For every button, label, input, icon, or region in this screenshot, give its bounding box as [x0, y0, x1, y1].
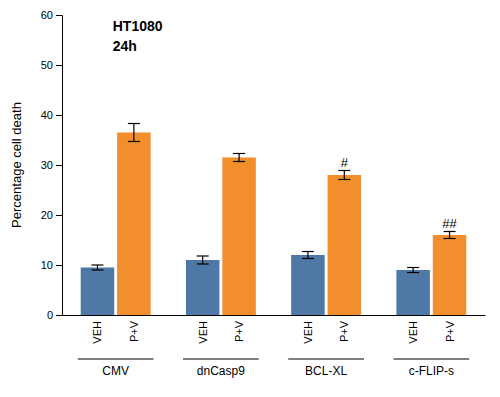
- error-bar-cap: [407, 267, 419, 268]
- y-tick: 0: [47, 309, 62, 321]
- group-label: dnCasp9: [197, 364, 245, 378]
- y-axis-line: [56, 16, 63, 316]
- annotation: ##: [442, 216, 457, 231]
- y-tick-label: 0: [47, 309, 53, 321]
- error-bar-stem: [413, 268, 414, 273]
- bar: [396, 270, 430, 315]
- error-bar-cap: [197, 255, 209, 256]
- error-bar-stem: [202, 256, 203, 264]
- error-bar-cap: [233, 153, 245, 154]
- error-bar: [197, 256, 209, 264]
- error-bar-stem: [449, 232, 450, 239]
- y-tick: 30: [41, 159, 62, 171]
- error-bar: [407, 268, 419, 273]
- error-bar: [444, 232, 456, 239]
- y-tick-mark: [56, 315, 62, 316]
- y-tick-label: 50: [41, 59, 53, 71]
- group-underline: [183, 359, 259, 360]
- error-bar-cap: [233, 161, 245, 162]
- y-tick-label: 20: [41, 209, 53, 221]
- inset-text: 24h: [113, 38, 137, 54]
- x-tick-label: P+V: [128, 320, 140, 342]
- y-tick-mark: [56, 65, 62, 66]
- bar: [222, 158, 256, 316]
- group-underline: [78, 359, 154, 360]
- y-tick: 10: [41, 259, 62, 271]
- error-bar-stem: [307, 252, 308, 259]
- x-tick-label: P+V: [444, 320, 456, 342]
- x-tick-label: VEH: [302, 321, 314, 344]
- x-tick-label: VEH: [407, 321, 419, 344]
- y-axis-title: Percentage cell death: [9, 102, 24, 228]
- error-bar-stem: [344, 171, 345, 180]
- bar: [117, 133, 151, 316]
- bar-series: [117, 124, 466, 316]
- error-bar: [233, 154, 245, 162]
- y-tick-label: 10: [41, 259, 53, 271]
- group-label: CMV: [102, 364, 129, 378]
- y-tick-mark: [56, 15, 62, 16]
- error-bar-stem: [238, 154, 239, 162]
- error-bar: [91, 265, 103, 270]
- group-underline: [393, 359, 469, 360]
- bar: [81, 268, 115, 316]
- error-bar-cap: [128, 123, 140, 124]
- plot-area: [81, 124, 467, 316]
- y-tick-mark: [56, 265, 62, 266]
- x-tick-label: VEH: [91, 321, 103, 344]
- error-bar-cap: [302, 251, 314, 252]
- error-bar-stem: [97, 265, 98, 270]
- error-bar-cap: [128, 141, 140, 142]
- y-tick-label: 40: [41, 109, 53, 121]
- error-bar-cap: [302, 258, 314, 259]
- bar: [433, 235, 467, 315]
- y-tick: 60: [41, 9, 62, 21]
- annotation: #: [341, 155, 349, 170]
- x-tick-label: P+V: [338, 320, 350, 342]
- error-bar: [302, 252, 314, 259]
- bar: [328, 175, 362, 315]
- y-tick-mark: [56, 165, 62, 166]
- error-bar-stem: [133, 124, 134, 142]
- bar: [186, 260, 220, 315]
- bar: [291, 255, 325, 315]
- x-tick-label: VEH: [197, 321, 209, 344]
- group-underline: [288, 359, 364, 360]
- labels: ###VEHP+VCMVVEHP+VdnCasp9VEHP+VBCL-XLVEH…: [78, 155, 469, 379]
- x-axis: [63, 315, 486, 316]
- error-bar-cap: [91, 264, 103, 265]
- error-bar-cap: [338, 179, 350, 180]
- group-label: c-FLIP-s: [409, 364, 454, 378]
- error-bar-cap: [444, 231, 456, 232]
- error-bar-cap: [197, 263, 209, 264]
- error-bar-cap: [338, 170, 350, 171]
- y-axis: 0 10 20 30 40 50 60: [41, 9, 63, 321]
- y-tick: 20: [41, 209, 62, 221]
- error-bar: [128, 124, 140, 142]
- y-tick-mark: [56, 115, 62, 116]
- error-bar-cap: [407, 272, 419, 273]
- y-tick-label: 30: [41, 159, 53, 171]
- x-axis-line: [63, 315, 486, 316]
- x-tick-label: P+V: [233, 320, 245, 342]
- chart: 0102030405060###VEHP+VCMVVEHP+VdnCasp9VE…: [0, 0, 500, 397]
- y-tick: 40: [41, 109, 62, 121]
- error-bar-cap: [91, 269, 103, 270]
- error-bar-cap: [444, 238, 456, 239]
- group-label: BCL-XL: [305, 364, 347, 378]
- error-bar: [338, 171, 350, 180]
- y-tick: 50: [41, 59, 62, 71]
- y-tick-mark: [56, 215, 62, 216]
- y-tick-label: 60: [41, 9, 53, 21]
- inset-text: HT1080: [113, 18, 163, 34]
